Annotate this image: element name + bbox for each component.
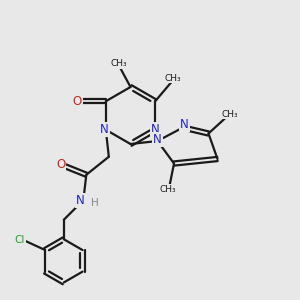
Text: Cl: Cl: [14, 235, 25, 244]
Text: H: H: [92, 198, 99, 208]
Text: CH₃: CH₃: [160, 185, 176, 194]
Text: N: N: [151, 123, 160, 136]
Text: N: N: [153, 133, 162, 146]
Text: CH₃: CH₃: [110, 59, 127, 68]
Text: N: N: [76, 194, 85, 207]
Text: O: O: [56, 158, 65, 171]
Text: CH₃: CH₃: [165, 74, 181, 82]
Text: O: O: [73, 95, 82, 108]
Text: CH₃: CH₃: [221, 110, 238, 118]
Text: N: N: [100, 123, 109, 136]
Text: N: N: [180, 118, 189, 131]
